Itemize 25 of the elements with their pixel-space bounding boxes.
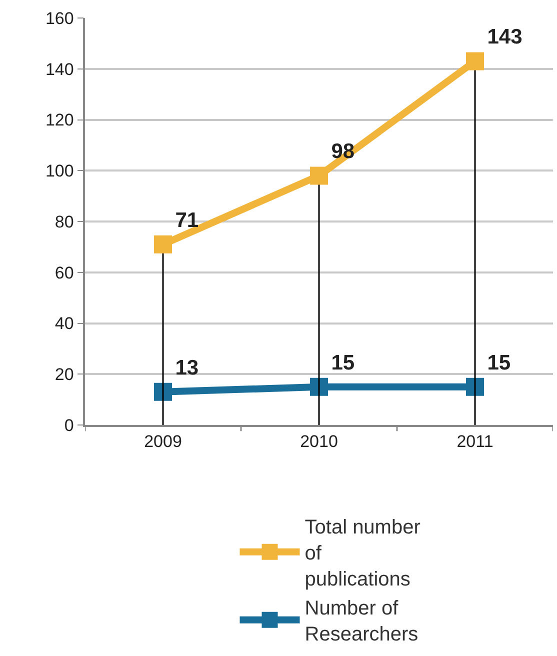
legend-label: Number of Researchers: [304, 598, 418, 646]
y-tick-label: 40: [54, 314, 74, 334]
x-tick-label: 2009: [144, 432, 182, 452]
y-tick-label: 120: [45, 110, 74, 130]
y-tick-label: 100: [45, 162, 74, 181]
data-label: 71: [175, 208, 199, 232]
legend-label: Total number of publications: [304, 516, 421, 591]
point: [310, 166, 328, 185]
point: [466, 52, 484, 70]
x-tick-label: 2011: [456, 432, 494, 452]
y-tick-label: 60: [54, 263, 74, 282]
data-label: 15: [487, 351, 511, 374]
data-label: 15: [331, 351, 355, 374]
point: [154, 235, 172, 254]
y-tick-label: 0: [64, 416, 74, 435]
point: [310, 378, 328, 396]
data-label: 13: [175, 356, 199, 380]
x-tick-label: 2010: [300, 432, 338, 452]
y-tick-label: 20: [54, 365, 74, 384]
y-tick-label: 80: [54, 212, 74, 232]
y-tick-label: 160: [45, 8, 74, 28]
y-tick-label: 140: [45, 60, 74, 79]
data-label: 143: [487, 26, 522, 49]
point: [466, 378, 484, 396]
point: [154, 382, 172, 401]
